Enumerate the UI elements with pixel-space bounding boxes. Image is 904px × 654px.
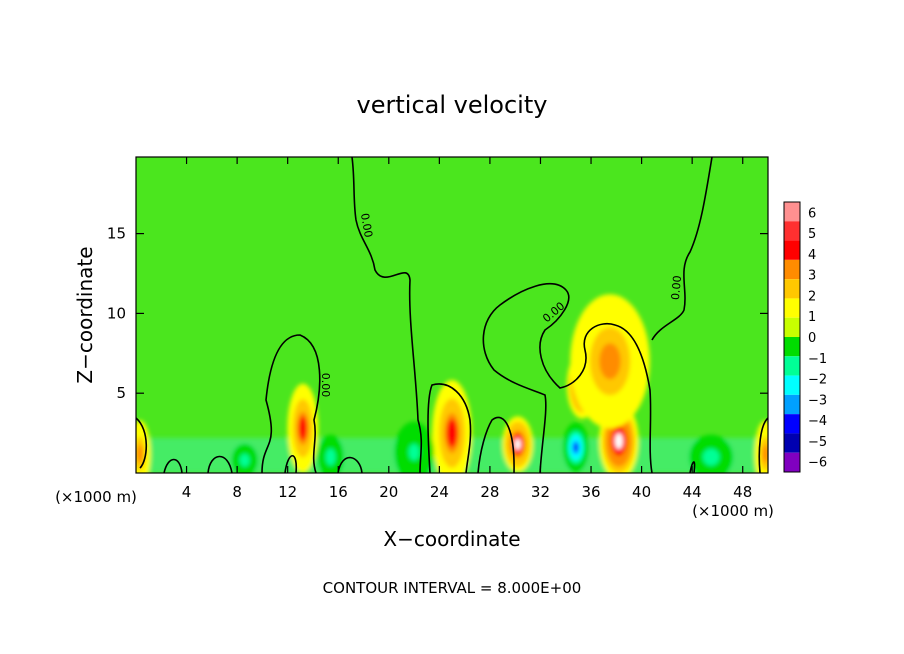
updraft-cell-core — [514, 438, 521, 450]
x-tick-label: 16 — [329, 483, 348, 501]
y-axis-label: Z−coordinate — [73, 246, 97, 383]
colorbar-swatch — [784, 317, 800, 337]
x-tick-label: 8 — [232, 483, 242, 501]
x-tick-label: 32 — [531, 483, 550, 501]
updraft-cell — [763, 447, 768, 460]
contour-line — [427, 283, 653, 474]
colorbar-swatch — [784, 279, 800, 299]
colorbar-label: −3 — [808, 393, 827, 408]
colorbar-label: 1 — [808, 310, 816, 325]
contour-line — [651, 156, 769, 474]
downdraft-cell — [707, 453, 716, 461]
colorbar-label: 6 — [808, 206, 816, 221]
updraft-cell — [300, 420, 306, 437]
downdraft-cell — [242, 457, 248, 464]
x-axis-label: X−coordinate — [383, 527, 520, 551]
colorbar-swatch — [784, 394, 800, 415]
contour-label: 0.00 — [358, 212, 375, 238]
colorbar-frame — [783, 201, 801, 473]
zero-contours — [135, 156, 769, 474]
y-tick-label: 15 — [107, 225, 126, 243]
x-unit-right: (×1000 m) — [692, 502, 774, 520]
contour-label: 0.00 — [669, 275, 684, 301]
colorbar-swatch — [784, 375, 800, 395]
colorbar-label: 5 — [808, 227, 816, 242]
colorbar-label: −6 — [808, 456, 827, 471]
chart-title: vertical velocity — [357, 91, 548, 119]
downdraft-cell — [573, 443, 579, 452]
contour-interval-note: CONTOUR INTERVAL = 8.000E+00 — [323, 579, 582, 597]
x-tick-label: 24 — [430, 483, 449, 501]
updraft-cell — [602, 349, 618, 374]
colorbar-swatch — [784, 259, 800, 280]
colorbar-swatch — [784, 240, 800, 260]
plot-frame — [135, 156, 769, 474]
x-tick-label: 48 — [733, 483, 752, 501]
plot-area: 0.00 0.00 0.00 0.00 — [135, 156, 769, 474]
colorbar-label: 3 — [808, 269, 816, 284]
colorbar-swatch — [784, 414, 800, 434]
colorbar-swatch — [784, 298, 800, 318]
colorbar-swatch — [784, 356, 800, 376]
x-tick-label: 4 — [182, 483, 192, 501]
updraft-cell — [137, 447, 142, 460]
colorbar-swatch — [784, 202, 800, 222]
y-tick-label: 10 — [107, 304, 126, 322]
x-tick-label: 44 — [683, 483, 702, 501]
x-tick-label: 28 — [480, 483, 499, 501]
x-tick-label: 12 — [278, 483, 297, 501]
x-tick-label: 36 — [581, 483, 600, 501]
colorbar-label: −5 — [808, 435, 827, 450]
x-tick-label: 40 — [632, 483, 651, 501]
colorbar: 6 5 4 3 2 1 0 −1 −2 −3 −4 −5 −6 — [783, 201, 827, 473]
colorbar-label: 0 — [808, 331, 816, 346]
downdraft-cell — [410, 446, 418, 458]
updraft-cell — [448, 423, 456, 443]
x-tick-label: 20 — [379, 483, 398, 501]
colorbar-swatch — [784, 433, 800, 453]
colorbar-label: 2 — [808, 289, 816, 304]
updraft-cell-core — [614, 433, 623, 449]
colorbar-label: −1 — [808, 352, 827, 367]
y-tick-label: 5 — [116, 384, 126, 402]
contour-line — [135, 156, 423, 474]
contour-label: 0.00 — [319, 373, 332, 398]
colorbar-swatch — [784, 452, 800, 472]
colorbar-swatch — [784, 337, 800, 357]
colorbar-label: −4 — [808, 414, 827, 429]
colorbar-swatch — [784, 221, 800, 241]
colorbar-label: −2 — [808, 373, 827, 388]
colorbar-label: 4 — [808, 248, 816, 263]
x-unit-left: (×1000 m) — [55, 488, 137, 506]
downdraft-cell — [328, 453, 334, 461]
